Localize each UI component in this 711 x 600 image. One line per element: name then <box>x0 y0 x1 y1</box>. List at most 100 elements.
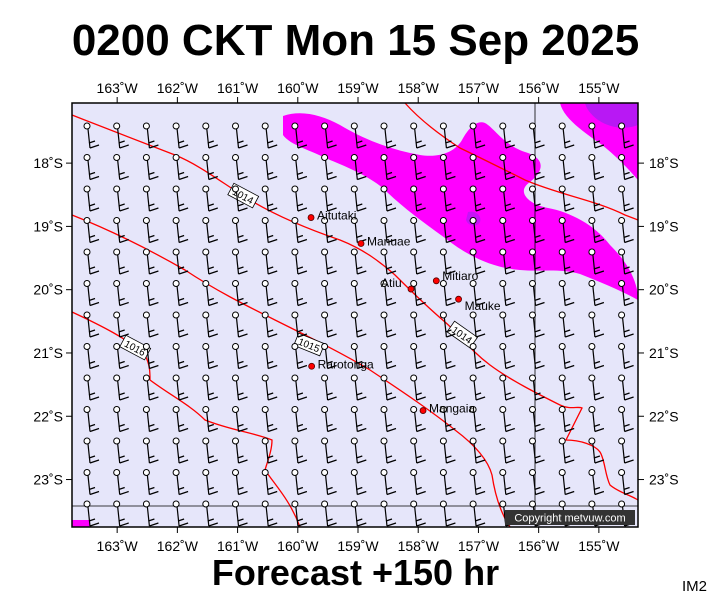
wind-barb <box>113 500 129 527</box>
wind-barb <box>380 406 397 433</box>
wind-barb <box>529 217 545 244</box>
wind-barb <box>499 248 515 275</box>
wind-barb <box>350 406 367 433</box>
wind-barb <box>232 500 248 527</box>
wind-barb <box>261 406 278 433</box>
wind-barb <box>142 437 159 464</box>
wind-barb <box>410 217 426 244</box>
wind-barb <box>529 185 545 212</box>
place-label: Rarotonga <box>318 357 374 371</box>
wind-barb <box>83 469 100 496</box>
copyright-text: Copyright metvuw.com <box>514 513 625 525</box>
wind-barb <box>380 280 397 307</box>
wind-barb <box>469 343 486 370</box>
wind-barb <box>172 280 189 307</box>
wind-barb <box>588 217 605 244</box>
wind-barb <box>202 500 218 527</box>
wind-barb <box>499 374 515 401</box>
wind-barb <box>350 500 367 527</box>
wind-barb <box>529 311 545 338</box>
wind-barb <box>202 122 218 149</box>
wind-barb <box>291 280 308 307</box>
lat-label-left: 23˚S <box>33 472 63 488</box>
wind-barb <box>113 217 129 244</box>
wind-barb <box>350 280 367 307</box>
wind-barb <box>113 122 129 149</box>
wind-barb <box>558 500 575 527</box>
wind-barb <box>499 437 515 464</box>
wind-barb <box>261 217 278 244</box>
wind-barb <box>291 500 308 527</box>
wind-barb <box>350 374 367 401</box>
wind-barb <box>261 311 278 338</box>
place-marker <box>407 285 415 293</box>
wind-barb <box>410 469 426 496</box>
wind-barb <box>321 406 337 433</box>
wind-barb <box>588 374 605 401</box>
lon-label-top: 157˚W <box>458 80 500 96</box>
wind-barb <box>469 154 486 181</box>
wind-barb <box>380 217 397 244</box>
wind-barb <box>142 406 159 433</box>
wind-barb <box>321 343 337 370</box>
lat-label-right: 22˚S <box>649 408 679 424</box>
wind-barb <box>83 280 100 307</box>
lon-label-top: 160˚W <box>277 80 319 96</box>
wind-barb <box>83 122 100 149</box>
wind-barb <box>380 248 397 275</box>
wind-barb <box>380 185 397 212</box>
wind-barb <box>291 406 308 433</box>
wind-barb <box>469 185 486 212</box>
wind-barb <box>172 185 189 212</box>
wind-barb <box>410 500 426 527</box>
wind-barb <box>142 185 159 212</box>
wind-barb <box>261 469 278 496</box>
wind-barb <box>499 217 515 244</box>
wind-barb <box>439 500 456 527</box>
wind-barb <box>410 122 426 149</box>
wind-barb <box>618 311 634 338</box>
wind-barb <box>439 154 456 181</box>
wind-barb <box>469 248 486 275</box>
lon-label-top: 162˚W <box>157 80 199 96</box>
place-marker <box>307 214 315 221</box>
wind-barb <box>261 154 278 181</box>
wind-barb <box>439 311 456 338</box>
wind-barb <box>142 311 159 338</box>
wind-barb <box>83 311 100 338</box>
wind-barb <box>469 311 486 338</box>
wind-barb <box>291 374 308 401</box>
wind-barb <box>291 154 308 181</box>
isobar-1014-north <box>71 114 639 501</box>
wind-barb <box>618 185 634 212</box>
wind-barb <box>618 343 634 370</box>
place-label: Manuae <box>367 234 411 248</box>
lon-label-bottom: 157˚W <box>458 538 500 554</box>
wind-barb <box>499 406 515 433</box>
lon-label-top: 155˚W <box>578 80 620 96</box>
place-marker <box>419 407 427 414</box>
wind-barb <box>558 122 575 149</box>
wind-barb <box>588 437 605 464</box>
place-label: Aitutaki <box>317 209 356 223</box>
wind-barb <box>232 217 248 244</box>
wind-barb <box>439 406 456 433</box>
wind-barb <box>499 185 515 212</box>
wind-barb <box>142 469 159 496</box>
wind-barb <box>410 154 426 181</box>
wind-barb <box>291 185 308 212</box>
wind-barb <box>202 469 218 496</box>
wind-barb <box>439 185 456 212</box>
lat-label-right: 21˚S <box>649 345 679 361</box>
lon-label-bottom: 162˚W <box>157 538 199 554</box>
forecast-hour: Forecast +150 hr <box>211 552 500 593</box>
wind-barb <box>291 311 308 338</box>
wind-barb <box>83 154 100 181</box>
wind-barb <box>142 248 159 275</box>
wind-barb <box>113 154 129 181</box>
wind-barb <box>113 248 129 275</box>
wind-barb <box>232 154 248 181</box>
wind-barb <box>113 374 129 401</box>
wind-barb <box>439 280 456 307</box>
